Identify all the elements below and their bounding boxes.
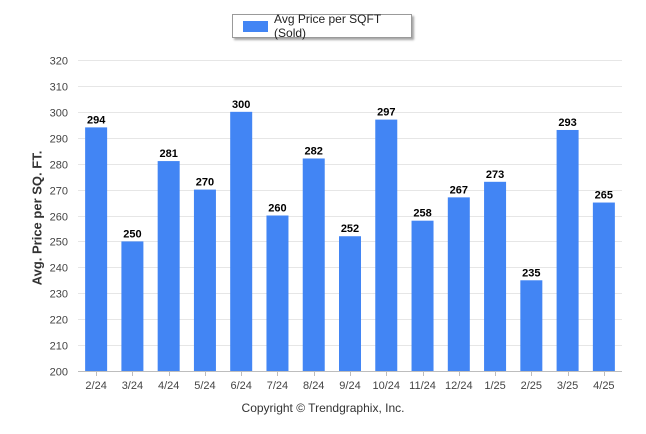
data-label: 294 [87, 114, 106, 126]
bar [302, 158, 325, 371]
bar [375, 119, 398, 371]
x-tick-label: 11/24 [409, 380, 436, 392]
bar [592, 202, 615, 371]
bar [339, 236, 361, 371]
x-tick-label: 4/25 [593, 380, 614, 392]
data-label: 252 [341, 223, 359, 235]
x-tick-label: 2/25 [521, 380, 542, 392]
data-label: 293 [558, 117, 576, 129]
data-label: 235 [522, 267, 540, 279]
copyright-text: Copyright © Trendgraphix, Inc. [241, 401, 405, 415]
x-tick-label: 6/24 [230, 380, 251, 392]
y-tick-label: 300 [50, 108, 68, 120]
legend: Avg Price per SQFT (Sold) [232, 12, 412, 40]
data-label: 265 [595, 190, 613, 202]
x-tick-label: 3/24 [122, 380, 143, 392]
data-label: 300 [232, 99, 250, 111]
data-label: 258 [413, 208, 431, 220]
bar [484, 181, 507, 371]
y-tick-label: 250 [50, 237, 68, 249]
y-tick-label: 240 [50, 263, 68, 275]
x-tick-label: 9/24 [339, 380, 360, 392]
x-tick-label: 1/25 [484, 380, 505, 392]
bar [266, 215, 289, 371]
bar [520, 280, 543, 371]
legend-swatch [243, 20, 269, 32]
data-label: 297 [377, 107, 395, 119]
bar [447, 197, 470, 371]
y-tick-label: 220 [50, 315, 68, 327]
y-tick-label: 290 [50, 134, 68, 146]
x-tick-label: 2/24 [85, 380, 106, 392]
data-label: 282 [305, 145, 323, 157]
bar [411, 220, 434, 371]
y-tick-label: 280 [50, 160, 68, 172]
data-label: 273 [486, 169, 504, 181]
bar [121, 241, 144, 371]
y-tick-label: 230 [50, 289, 68, 301]
x-tick-label: 7/24 [267, 380, 288, 392]
x-tick-label: 5/24 [194, 380, 215, 392]
legend-label: Avg Price per SQFT (Sold) [274, 12, 381, 40]
y-tick-label: 260 [50, 212, 68, 224]
bar [556, 129, 579, 371]
y-tick-label: 210 [50, 341, 68, 353]
x-tick-label: 12/24 [445, 380, 473, 392]
data-label: 270 [196, 177, 214, 189]
y-tick-label: 270 [50, 186, 68, 198]
data-label: 250 [123, 228, 141, 240]
bar [85, 127, 108, 371]
x-tick-label: 10/24 [373, 380, 401, 392]
data-label: 260 [268, 203, 286, 215]
data-label: 267 [450, 184, 468, 196]
bar [230, 111, 253, 371]
y-tick-label: 200 [50, 367, 68, 379]
y-tick-label: 310 [50, 82, 68, 94]
y-tick-label: 320 [50, 56, 68, 68]
bar [157, 161, 180, 371]
data-label: 281 [159, 148, 177, 160]
x-tick-label: 8/24 [303, 380, 324, 392]
bar [193, 189, 216, 371]
x-tick-label: 4/24 [158, 380, 179, 392]
x-tick-label: 3/25 [557, 380, 578, 392]
